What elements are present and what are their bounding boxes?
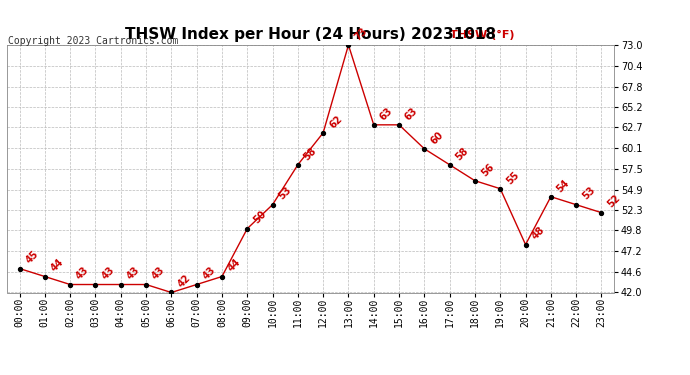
Text: 63: 63 [403,105,420,122]
Point [545,194,556,200]
Text: 54: 54 [555,177,571,194]
Point [596,210,607,216]
Point [419,146,430,152]
Text: 62: 62 [327,113,344,130]
Point [520,242,531,248]
Point [317,130,328,136]
Text: 44: 44 [226,257,243,274]
Point [241,226,253,232]
Text: 60: 60 [428,129,445,146]
Point [293,162,304,168]
Text: 43: 43 [75,265,91,282]
Point [141,282,152,288]
Text: Copyright 2023 Cartronics.com: Copyright 2023 Cartronics.com [8,36,179,46]
Text: 43: 43 [201,265,217,282]
Text: 52: 52 [606,193,622,210]
Text: THSW (°F): THSW (°F) [450,30,515,40]
Point [444,162,455,168]
Point [166,290,177,296]
Text: 58: 58 [302,145,319,162]
Point [90,282,101,288]
Point [393,122,404,128]
Point [267,202,278,208]
Text: 55: 55 [504,170,521,186]
Title: THSW Index per Hour (24 Hours) 20231018: THSW Index per Hour (24 Hours) 20231018 [125,27,496,42]
Point [469,178,480,184]
Point [495,186,506,192]
Point [191,282,202,288]
Point [39,273,50,279]
Text: 44: 44 [49,257,66,274]
Text: 45: 45 [23,249,40,266]
Point [14,266,25,272]
Text: 43: 43 [99,265,116,282]
Point [65,282,76,288]
Text: 58: 58 [454,145,471,162]
Text: 56: 56 [479,161,495,178]
Point [571,202,582,208]
Text: 43: 43 [125,265,141,282]
Text: 73: 73 [353,26,369,42]
Text: 63: 63 [378,105,395,122]
Text: 53: 53 [580,185,597,202]
Point [343,42,354,48]
Text: 50: 50 [251,209,268,226]
Text: 53: 53 [277,185,293,202]
Text: 43: 43 [150,265,167,282]
Point [115,282,126,288]
Text: 48: 48 [530,225,546,242]
Text: 42: 42 [175,273,192,290]
Point [368,122,380,128]
Point [217,273,228,279]
